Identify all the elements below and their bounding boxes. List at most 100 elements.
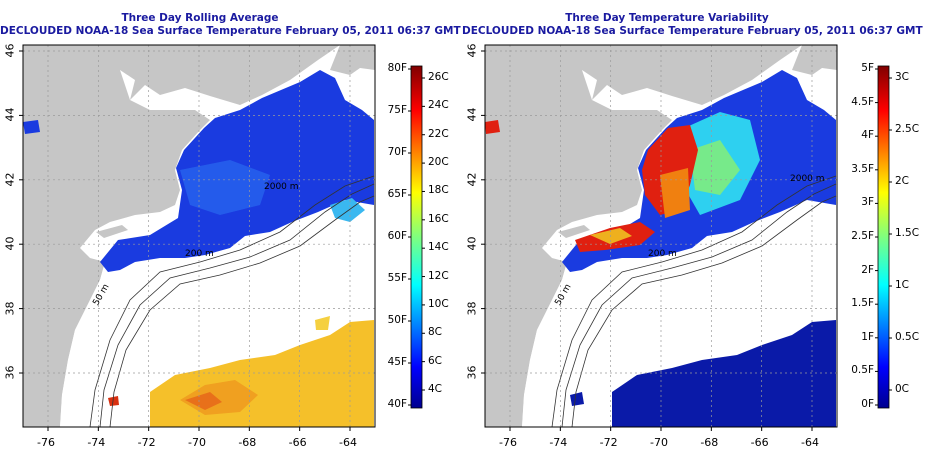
- avg-x-tick-label: -66: [288, 436, 307, 449]
- var-colorbar-left-label: 2.5F: [851, 230, 874, 242]
- var-colorbar-right-label: 0.5C: [895, 331, 920, 343]
- avg-x-tick-label: -76: [37, 436, 55, 449]
- avg-colorbar-right-label: 26C: [428, 71, 449, 83]
- avg-colorbar-right-label: 6C: [428, 354, 443, 367]
- avg-colorbar-left-label: 75F: [387, 104, 407, 116]
- var-colorbar-left-label: 0.5F: [851, 364, 874, 377]
- var-colorbar-left-label: 0F: [861, 398, 874, 410]
- var-x-tick-label: -70: [650, 436, 668, 449]
- var-colorbar-left-label: 3F: [861, 196, 874, 209]
- avg-panel-title: Three Day Rolling Average DECLOUDED NOAA…: [0, 12, 461, 38]
- var-colorbar-left-label: 1.5F: [851, 297, 874, 310]
- avg-contour-label-2000: 2000 m: [264, 182, 299, 192]
- avg-colorbar-left-label: 65F: [387, 188, 407, 200]
- avg-colorbar-right-label: 4C: [428, 383, 443, 395]
- var-green-band: [690, 140, 740, 195]
- var-x-tick-label: -64: [801, 436, 819, 449]
- var-x-tick-label: -66: [750, 436, 769, 449]
- avg-title-line2: DECLOUDED NOAA-18 Sea Surface Temperatur…: [0, 25, 461, 37]
- avg-y-tick-label: 44: [3, 107, 17, 122]
- var-axis-ticks: [481, 50, 813, 431]
- var-colorbar-right-label: 0C: [895, 383, 910, 395]
- var-panel-title: Three Day Temperature Variability DECLOU…: [462, 12, 923, 38]
- avg-colorbar-right-label: 24C: [428, 99, 449, 112]
- var-colorbar-left-label: 5F: [861, 62, 874, 74]
- avg-colorbar: [410, 65, 423, 409]
- var-y-tick-label: 40: [465, 236, 479, 251]
- var-colorbar-right-label: 3C: [895, 71, 910, 83]
- var-map: [481, 44, 892, 431]
- var-bay-patch: [485, 120, 500, 134]
- var-title-line2: DECLOUDED NOAA-18 Sea Surface Temperatur…: [462, 25, 923, 37]
- avg-x-tick-label: -72: [137, 436, 156, 449]
- var-y-tick-label: 38: [465, 301, 479, 316]
- avg-colorbar-left-label: 55F: [387, 272, 407, 284]
- var-colorbar-left-label: 4.5F: [851, 95, 874, 108]
- avg-x-tick-label: -64: [339, 436, 357, 449]
- avg-depth-contours: [89, 175, 375, 427]
- avg-colorbar-right-label: 14C: [428, 241, 449, 254]
- var-y-tick-label: 44: [465, 107, 479, 122]
- var-y-tick-label: 46: [465, 43, 479, 58]
- avg-colorbar-left-label: 45F: [387, 356, 407, 368]
- var-x-tick-label: -68: [700, 436, 719, 449]
- avg-shelf: [60, 262, 115, 427]
- avg-y-tick-label: 46: [3, 43, 17, 58]
- avg-y-tick-label: 38: [3, 301, 17, 316]
- avg-colorbar-right-label: 12C: [428, 269, 449, 282]
- var-blue-dot: [570, 392, 584, 406]
- avg-colorbar-right-label: 22C: [428, 127, 449, 140]
- var-grid: [485, 45, 837, 427]
- avg-cool-patch: [330, 198, 365, 222]
- var-y-tick-label: 42: [465, 172, 479, 187]
- avg-contour-label-200: 200 m: [185, 249, 214, 259]
- var-colorbar-left-label: 2F: [861, 263, 874, 276]
- avg-x-tick-label: -68: [238, 436, 257, 449]
- avg-colorbar-right-label: 20C: [428, 156, 449, 169]
- avg-colorbar-left-label: 70F: [387, 146, 407, 158]
- avg-axis-ticks: [19, 50, 351, 431]
- var-contour-label-200: 200 m: [648, 249, 677, 259]
- avg-y-tick-label: 40: [3, 236, 17, 251]
- avg-y-tick-label: 36: [3, 365, 17, 380]
- avg-hot-dot: [108, 396, 119, 406]
- var-x-tick-label: -72: [599, 436, 618, 449]
- var-offshore-field: [612, 320, 836, 427]
- var-colorbar-left-label: 1F: [861, 330, 874, 343]
- avg-map: [19, 44, 425, 431]
- avg-bay-patch: [23, 120, 40, 134]
- avg-x-tick-label: -70: [188, 436, 206, 449]
- avg-colorbar-right-label: 8C: [428, 326, 443, 339]
- var-orange-band: [660, 168, 690, 218]
- avg-y-tick-label: 42: [3, 172, 17, 187]
- var-title-line1: Three Day Temperature Variability: [565, 12, 769, 24]
- avg-x-tick-label: -74: [87, 436, 106, 449]
- avg-colorbar-left-label: 60F: [387, 230, 407, 242]
- var-x-tick-label: -76: [499, 436, 517, 449]
- var-colorbar: [877, 65, 890, 409]
- var-colorbar-left-label: 3.5F: [851, 162, 874, 175]
- var-depth-contours: [551, 175, 837, 427]
- var-colorbar-ticks: [875, 68, 892, 406]
- var-colorbar-right-label: 1.5C: [895, 227, 920, 239]
- var-contour-label-2000: 2000 m: [790, 174, 825, 184]
- avg-colorbar-ticks: [408, 68, 425, 406]
- avg-colorbar-left-label: 80F: [387, 62, 407, 74]
- avg-colorbar-right-label: 16C: [428, 212, 449, 225]
- var-colorbar-right-label: 2C: [895, 175, 910, 187]
- avg-colorbar-left-label: 50F: [387, 314, 407, 326]
- var-colorbar-right-label: 1C: [895, 279, 910, 291]
- avg-colorbar-left-label: 40F: [387, 398, 407, 410]
- avg-colorbar-right-label: 18C: [428, 184, 449, 197]
- var-x-tick-label: -74: [549, 436, 568, 449]
- avg-title-line1: Three Day Rolling Average: [121, 12, 279, 24]
- var-colorbar-right-label: 2.5C: [895, 123, 920, 135]
- avg-hot-patch: [185, 392, 222, 410]
- var-shelf: [522, 262, 577, 427]
- avg-cold-patch: [180, 160, 270, 215]
- var-colorbar-left-label: 4F: [861, 129, 874, 142]
- avg-colorbar-right-label: 10C: [428, 297, 449, 310]
- avg-grid: [23, 45, 375, 427]
- var-y-tick-label: 36: [465, 365, 479, 380]
